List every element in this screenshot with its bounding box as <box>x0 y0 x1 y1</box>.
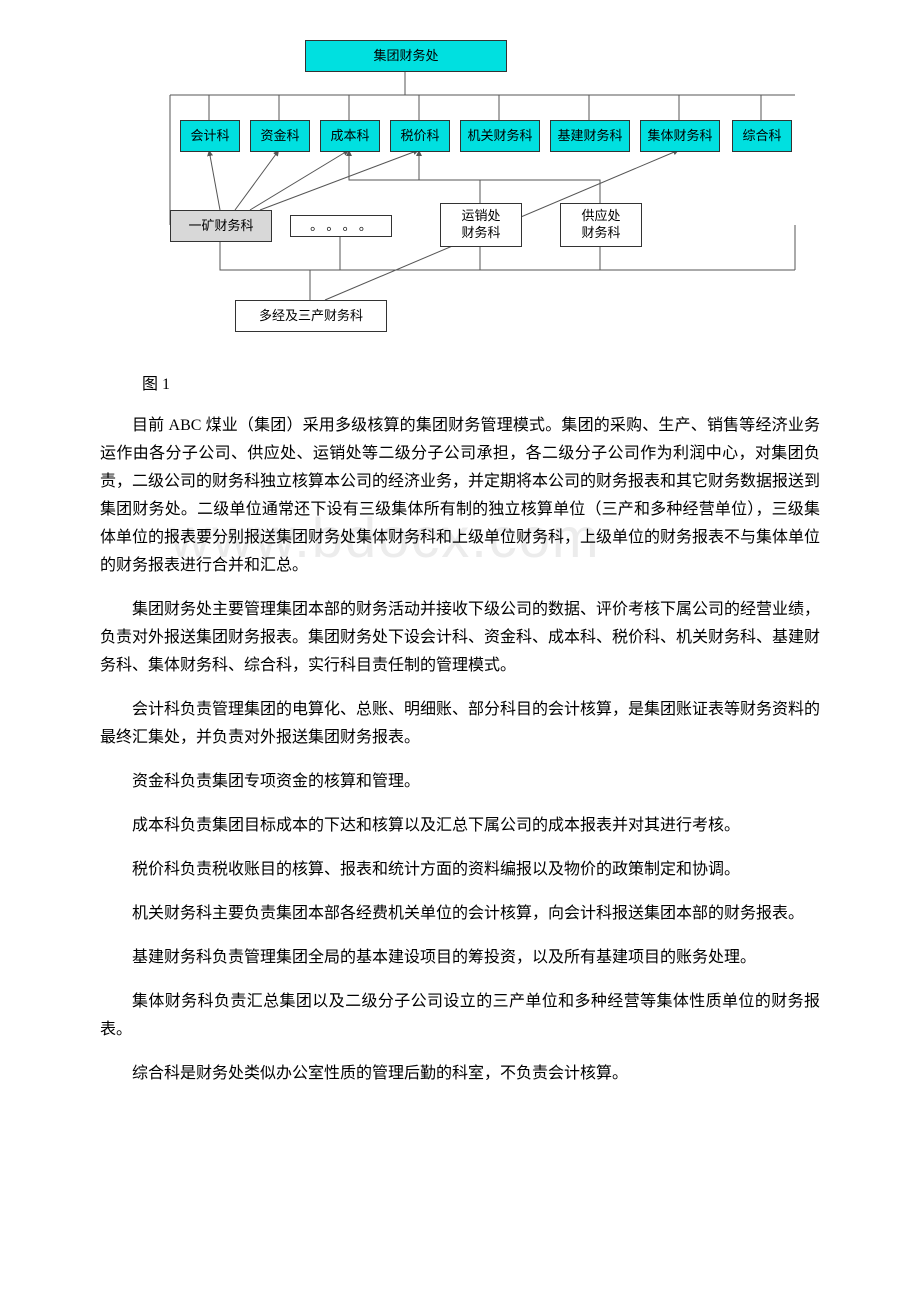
body-paragraph: 集体财务科负责汇总集团以及二级分子公司设立的三产单位和多种经营等集体性质单位的财… <box>100 988 820 1044</box>
org-chart-diagram: 集团财务处会计科资金科成本科税价科机关财务科基建财务科集体财务科综合科一矿财务科… <box>160 40 880 350</box>
diagram-node-r2_3: 成本科 <box>320 120 380 152</box>
diagram-node-r4_1: 多经及三产财务科 <box>235 300 387 332</box>
diagram-node-r2_5: 机关财务科 <box>460 120 540 152</box>
body-paragraph: 资金科负责集团专项资金的核算和管理。 <box>100 768 820 796</box>
figure-caption: 图 1 <box>142 370 820 394</box>
diagram-node-r2_2: 资金科 <box>250 120 310 152</box>
body-paragraph: 目前 ABC 煤业（集团）采用多级核算的集团财务管理模式。集团的采购、生产、销售… <box>100 412 820 580</box>
body-paragraph: 税价科负责税收账目的核算、报表和统计方面的资料编报以及物价的政策制定和协调。 <box>100 856 820 884</box>
diagram-node-r2_8: 综合科 <box>732 120 792 152</box>
body-paragraph: 综合科是财务处类似办公室性质的管理后勤的科室，不负责会计核算。 <box>100 1060 820 1088</box>
body-paragraph: 会计科负责管理集团的电算化、总账、明细账、部分科目的会计核算，是集团账证表等财务… <box>100 696 820 752</box>
diagram-node-r2_7: 集体财务科 <box>640 120 720 152</box>
diagram-node-r3_4: 供应处财务科 <box>560 203 642 247</box>
diagram-node-r2_4: 税价科 <box>390 120 450 152</box>
diagram-node-r3_1: 一矿财务科 <box>170 210 272 242</box>
body-paragraph: 基建财务科负责管理集团全局的基本建设项目的筹投资，以及所有基建项目的账务处理。 <box>100 944 820 972</box>
diagram-node-r3_3: 运销处财务科 <box>440 203 522 247</box>
body-paragraph: 成本科负责集团目标成本的下达和核算以及汇总下属公司的成本报表并对其进行考核。 <box>100 812 820 840</box>
diagram-node-r2_6: 基建财务科 <box>550 120 630 152</box>
body-paragraph: 机关财务科主要负责集团本部各经费机关单位的会计核算，向会计科报送集团本部的财务报… <box>100 900 820 928</box>
diagram-node-r2_1: 会计科 <box>180 120 240 152</box>
diagram-node-top: 集团财务处 <box>305 40 507 72</box>
diagram-node-r3_2: 。 。 。 。 <box>290 215 392 237</box>
body-paragraph: 集团财务处主要管理集团本部的财务活动并接收下级公司的数据、评价考核下属公司的经营… <box>100 596 820 680</box>
